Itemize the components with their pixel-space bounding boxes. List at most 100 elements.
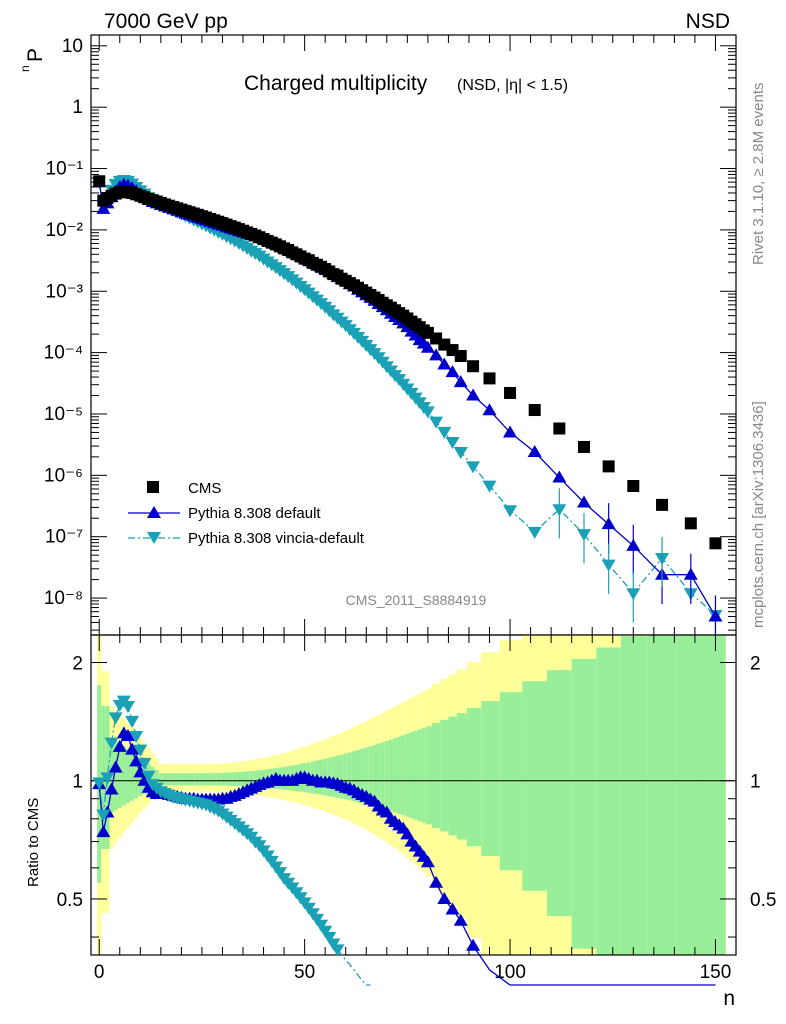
y-tick-label-upper: 10⁻¹ <box>46 159 84 180</box>
cms-point <box>656 498 669 511</box>
band-inner-bin <box>466 708 482 847</box>
cms-point <box>602 460 615 473</box>
legend-cms-marker <box>147 481 159 493</box>
y-tick-label-upper: 10⁻⁸ <box>44 588 83 609</box>
band-inner-bin <box>647 635 677 955</box>
legend-vincia-marker <box>147 532 161 544</box>
band-inner-bin <box>417 729 422 822</box>
vincia-point <box>466 461 481 474</box>
band-inner-bin <box>431 723 441 828</box>
band-inner-bin <box>522 681 548 891</box>
default-point <box>527 445 542 458</box>
band-inner-bin <box>620 636 648 955</box>
cms-point <box>528 404 541 417</box>
reference-side-text: mcplots.cern.ch [arXiv:1306.3436] <box>750 401 767 628</box>
band-inner-bin <box>440 719 449 832</box>
band-inner-bin <box>121 746 126 806</box>
band-inner-bin <box>220 772 225 786</box>
default-point <box>420 340 435 353</box>
band-inner-bin <box>571 658 597 949</box>
band-inner-bin <box>158 773 163 786</box>
band-inner-bin <box>343 753 348 800</box>
cms-point <box>627 480 640 493</box>
band-inner-bin <box>208 773 213 786</box>
y-axis-label-upper: P n <box>18 48 47 72</box>
default-point <box>429 348 444 361</box>
band-inner-bin <box>425 726 432 825</box>
band-inner-bin <box>448 716 457 836</box>
band-inner-bin <box>413 730 418 820</box>
band-inner-bin <box>117 743 122 808</box>
vincia-point <box>437 426 452 439</box>
band-inner-bin <box>405 733 410 817</box>
vincia-point <box>482 480 497 493</box>
vincia-ratio-point <box>125 715 140 728</box>
band-inner-bin <box>364 747 369 805</box>
cms-point <box>553 422 566 435</box>
band-inner-bin <box>167 773 172 786</box>
band-inner-bin <box>335 755 340 798</box>
default-ratio-point <box>108 760 123 773</box>
band-inner-bin <box>388 739 393 812</box>
default-ratio-point <box>104 782 119 795</box>
vincia-point <box>453 447 468 460</box>
cms-point <box>93 175 106 188</box>
default-point <box>503 425 518 438</box>
default-ratio-point <box>420 855 435 868</box>
y-tick-label-upper: 10⁻⁷ <box>45 527 83 548</box>
vincia-ratio-point <box>318 925 333 938</box>
vincia-line <box>98 179 716 616</box>
rivet-side-text: Rivet 3.1.10, ≥ 2.8M events <box>750 83 767 266</box>
cms-point <box>454 350 467 363</box>
band-inner-bin <box>179 773 184 786</box>
band-inner-bin <box>339 754 344 799</box>
band-inner-bin <box>183 773 188 786</box>
band-inner-bin <box>401 735 406 816</box>
y-tick-label-upper: 10⁻² <box>46 220 84 241</box>
band-inner-bin <box>380 742 385 809</box>
analysis-id: CMS_2011_S8884919 <box>346 592 487 608</box>
band-inner-bin <box>125 748 131 804</box>
y-axis-label-ratio: Ratio to CMS <box>25 798 42 887</box>
cms-point <box>483 372 496 385</box>
band-inner-bin <box>224 772 229 786</box>
default-line <box>98 182 717 617</box>
vincia-ratio-point <box>100 772 115 785</box>
band-inner-bin <box>150 766 155 790</box>
cms-point <box>709 537 722 550</box>
band-inner-bin <box>249 771 254 787</box>
default-ratio-point <box>125 742 140 755</box>
band-inner-bin <box>409 732 414 819</box>
band-inner-bin <box>232 772 237 787</box>
legend-cms-label: CMS <box>188 480 221 497</box>
ratio-frame <box>90 634 737 956</box>
svg-text:n: n <box>18 65 32 72</box>
vincia-point <box>420 406 435 419</box>
svg-text:P: P <box>24 48 47 62</box>
y-tick-label-ratio-right: 1 <box>750 772 761 793</box>
default-point <box>482 403 497 416</box>
band-inner-bin <box>203 773 209 786</box>
band-inner-bin <box>368 746 373 806</box>
vincia-ratio-point <box>92 777 107 790</box>
vincia-ratio-point <box>96 809 111 822</box>
band-inner-bin <box>253 770 258 788</box>
process-label: NSD <box>686 10 730 33</box>
y-tick-label-upper: 10 <box>62 36 83 57</box>
y-tick-label-ratio-right: 2 <box>750 654 761 675</box>
y-tick-label-upper: 10⁻⁶ <box>44 465 83 486</box>
ratio-panel: 0 50 100 150 0.5 0.5 1 1 2 2 <box>57 634 776 986</box>
default-ratio-point <box>445 902 460 915</box>
vincia-ratio-point <box>108 712 123 725</box>
default-ratio-point <box>437 891 452 904</box>
vincia-ratio-point <box>322 932 337 945</box>
y-tick-label-upper: 10⁻⁵ <box>44 404 83 425</box>
band-inner-bin <box>676 635 704 955</box>
energy-label: 7000 GeV pp <box>104 10 228 33</box>
band-inner-bin <box>154 769 159 788</box>
band-inner-bin <box>113 740 118 811</box>
x-tick-label: 50 <box>294 962 315 983</box>
legend: CMS Pythia 8.308 default Pythia 8.308 vi… <box>128 480 365 547</box>
band-inner-bin <box>481 701 500 857</box>
default-point <box>576 495 591 508</box>
